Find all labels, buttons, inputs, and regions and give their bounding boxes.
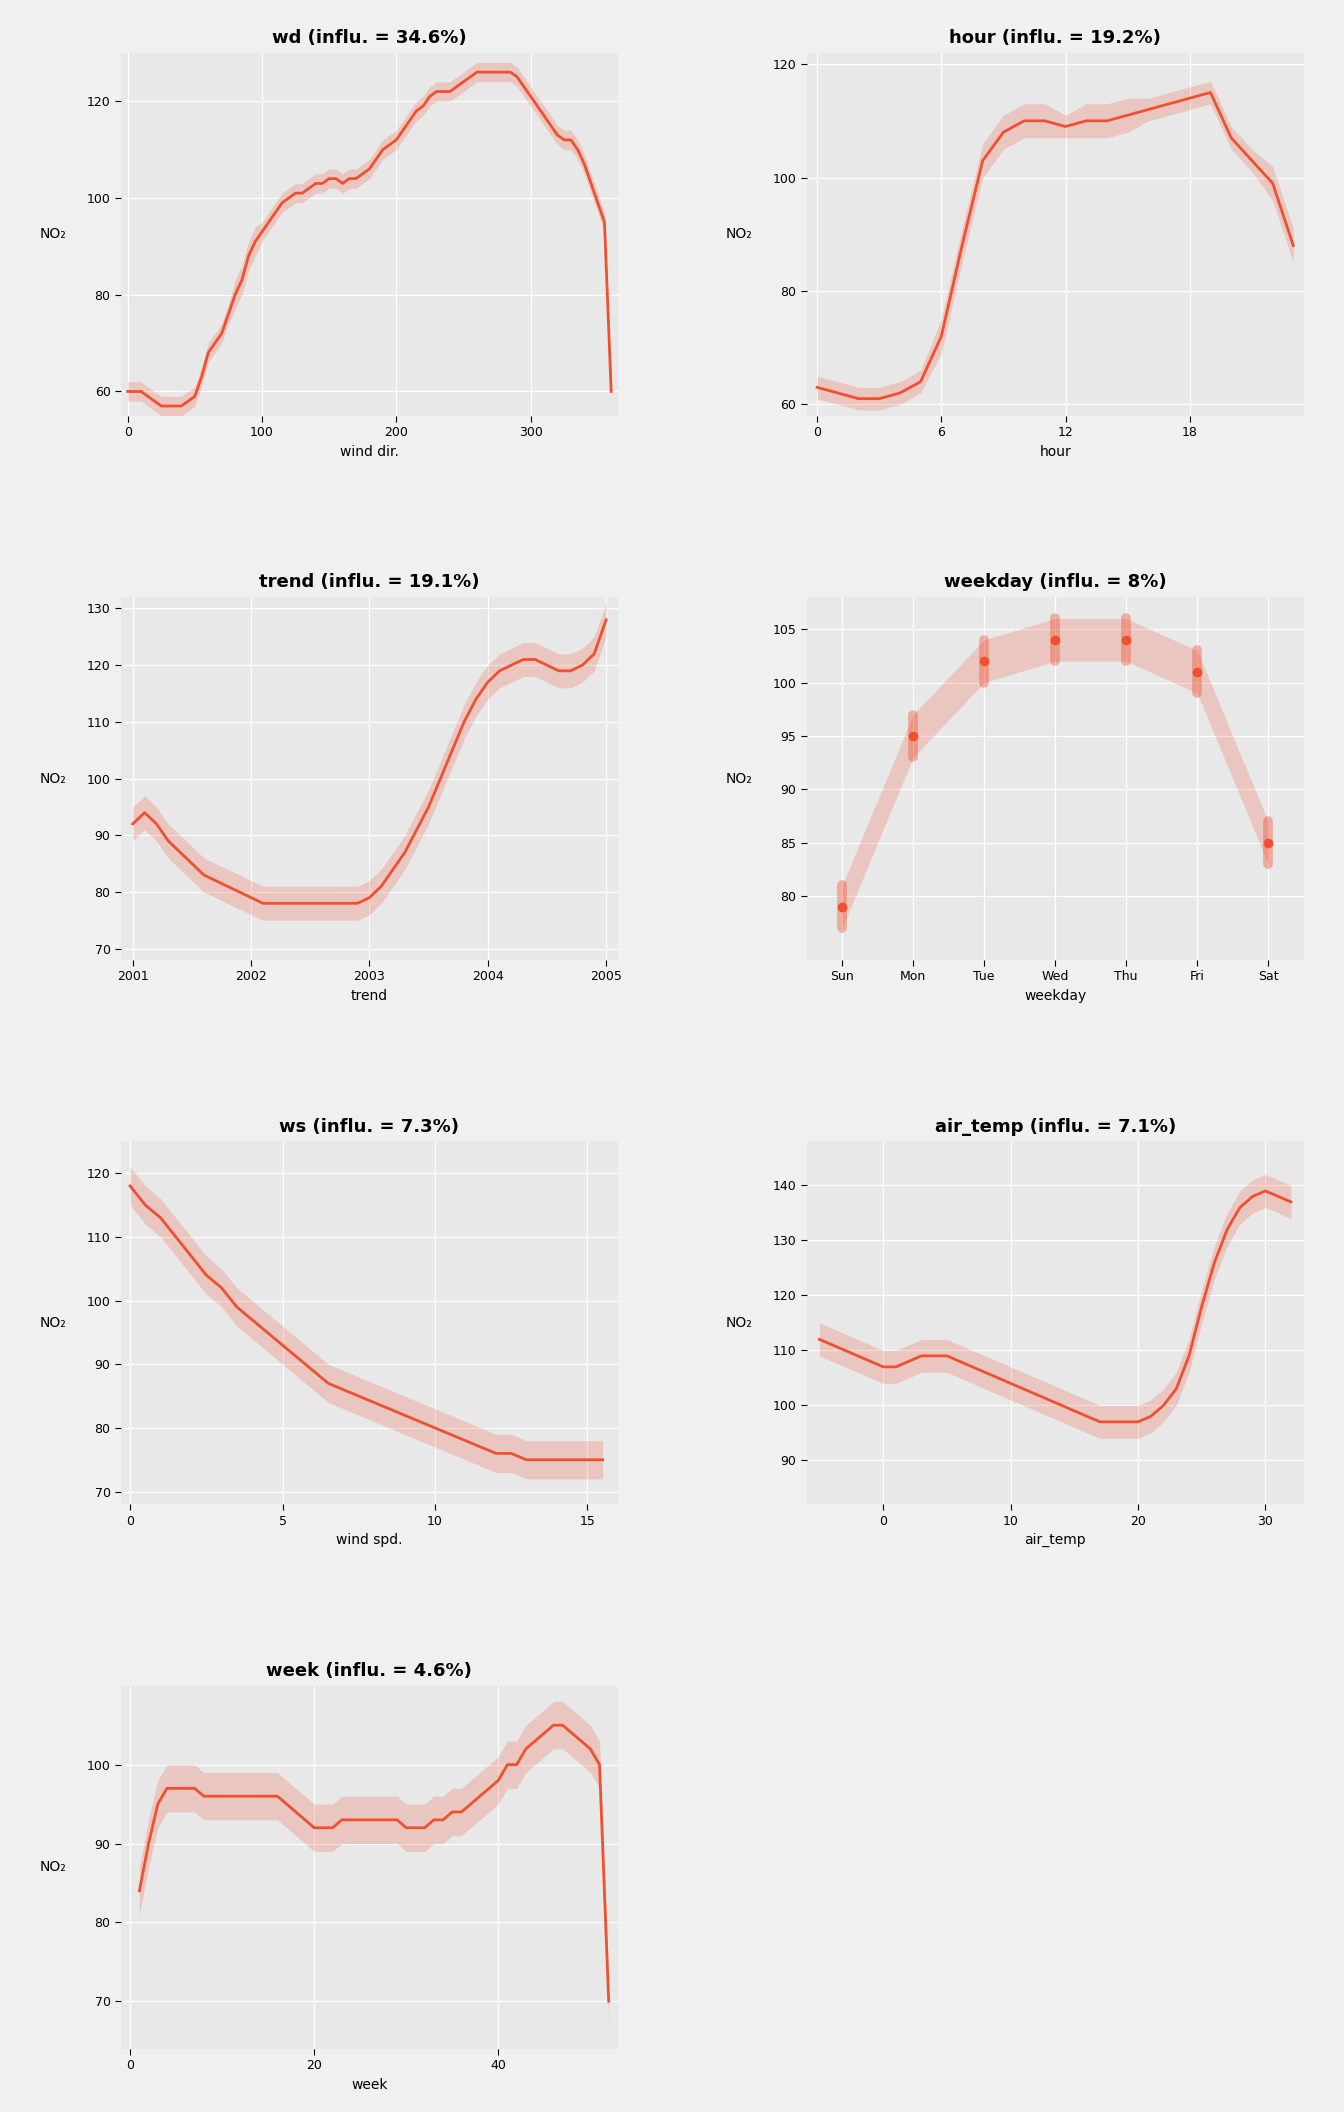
X-axis label: wind spd.: wind spd. (336, 1533, 403, 1548)
Title: week (influ. = 4.6%): week (influ. = 4.6%) (266, 1662, 472, 1679)
X-axis label: wind dir.: wind dir. (340, 446, 399, 458)
X-axis label: hour: hour (1039, 446, 1071, 458)
Title: ws (influ. = 7.3%): ws (influ. = 7.3%) (280, 1117, 460, 1136)
Y-axis label: NO₂: NO₂ (40, 1861, 67, 1873)
Y-axis label: NO₂: NO₂ (40, 228, 67, 241)
Title: wd (influ. = 34.6%): wd (influ. = 34.6%) (271, 30, 466, 46)
Title: hour (influ. = 19.2%): hour (influ. = 19.2%) (949, 30, 1161, 46)
X-axis label: air_temp: air_temp (1024, 1533, 1086, 1548)
Title: trend (influ. = 19.1%): trend (influ. = 19.1%) (259, 572, 480, 591)
X-axis label: trend: trend (351, 988, 388, 1003)
Y-axis label: NO₂: NO₂ (726, 1316, 753, 1331)
X-axis label: week: week (351, 2078, 387, 2091)
Y-axis label: NO₂: NO₂ (40, 1316, 67, 1331)
Y-axis label: NO₂: NO₂ (726, 771, 753, 786)
Title: weekday (influ. = 8%): weekday (influ. = 8%) (943, 572, 1167, 591)
Y-axis label: NO₂: NO₂ (726, 228, 753, 241)
Y-axis label: NO₂: NO₂ (40, 771, 67, 786)
Title: air_temp (influ. = 7.1%): air_temp (influ. = 7.1%) (934, 1117, 1176, 1136)
X-axis label: weekday: weekday (1024, 988, 1086, 1003)
